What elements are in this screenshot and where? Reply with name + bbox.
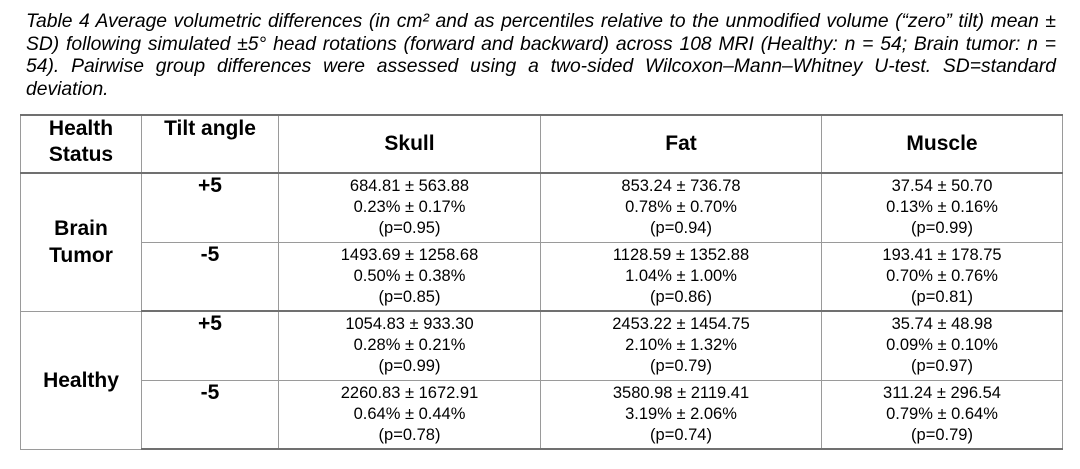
percent-sd: 1.04% ± 1.00%	[625, 266, 737, 285]
table-row: -5 2260.83 ± 1672.91 0.64% ± 0.44% (p=0.…	[21, 379, 1063, 450]
p-value: (p=0.86)	[650, 287, 712, 306]
table-row: Brain Tumor +5 684.81 ± 563.88 0.23% ± 0…	[20, 172, 1063, 312]
tilt-cell: -5	[141, 241, 279, 312]
fat-cell: 853.24 ± 736.78 0.78% ± 0.70% (p=0.94)	[540, 172, 822, 243]
header-status-line1: Health	[48, 117, 114, 140]
p-value: (p=0.79)	[650, 357, 712, 376]
mean-sd: 37.54 ± 50.70	[891, 177, 993, 196]
percent-sd: 0.23% ± 0.17%	[353, 198, 466, 217]
mean-sd: 1128.59 ± 1352.88	[612, 245, 750, 264]
header-row: Health Status Tilt angle Skull Fat Muscl…	[20, 114, 1063, 174]
header-skull: Skull	[278, 114, 541, 174]
percent-sd: 0.50% ± 0.38%	[353, 266, 466, 285]
header-tilt-angle: Tilt angle	[141, 114, 279, 174]
tilt-cell: +5	[141, 172, 279, 243]
percent-sd: 0.79% ± 0.64%	[886, 404, 998, 423]
muscle-cell: 311.24 ± 296.54 0.79% ± 0.64% (p=0.79)	[821, 379, 1063, 450]
percent-sd: 0.70% ± 0.76%	[886, 266, 998, 285]
skull-cell: 1493.69 ± 1258.68 0.50% ± 0.38% (p=0.85)	[278, 241, 541, 312]
muscle-cell: 193.41 ± 178.75 0.70% ± 0.76% (p=0.81)	[821, 241, 1063, 312]
tilt-cell: -5	[141, 379, 279, 450]
skull-cell: 684.81 ± 563.88 0.23% ± 0.17% (p=0.95)	[278, 172, 541, 243]
mean-sd: 193.41 ± 178.75	[882, 245, 1002, 264]
group-label-brain-tumor: Brain Tumor	[20, 172, 142, 312]
muscle-cell: 35.74 ± 48.98 0.09% ± 0.10% (p=0.97)	[821, 310, 1063, 381]
table-caption: Table 4 Average volumetric differences (…	[26, 11, 1056, 100]
header-muscle: Muscle	[821, 114, 1063, 174]
group-label-line1: Brain	[54, 217, 108, 241]
p-value: (p=0.85)	[378, 287, 441, 306]
fat-cell: 2453.22 ± 1454.75 2.10% ± 1.32% (p=0.79)	[540, 310, 822, 381]
percent-sd: 0.78% ± 0.70%	[625, 198, 737, 217]
fat-cell: 3580.98 ± 2119.41 3.19% ± 2.06% (p=0.74)	[540, 379, 822, 450]
p-value: (p=0.95)	[378, 219, 441, 238]
mean-sd: 3580.98 ± 2119.41	[612, 383, 750, 402]
percent-sd: 0.64% ± 0.44%	[353, 404, 466, 423]
mean-sd: 311.24 ± 296.54	[883, 383, 1001, 402]
p-value: (p=0.74)	[650, 425, 712, 444]
muscle-cell: 37.54 ± 50.70 0.13% ± 0.16% (p=0.99)	[821, 172, 1063, 243]
mean-sd: 2260.83 ± 1672.91	[340, 383, 479, 402]
p-value: (p=0.79)	[911, 425, 973, 444]
header-health-status: Health Status	[20, 114, 142, 174]
p-value: (p=0.97)	[911, 357, 973, 376]
group-label-line1: Healthy	[43, 368, 119, 392]
p-value: (p=0.94)	[650, 219, 712, 238]
mean-sd: 1054.83 ± 933.30	[345, 315, 474, 334]
mean-sd: 684.81 ± 563.88	[349, 177, 470, 196]
p-value: (p=0.81)	[911, 287, 973, 306]
table-row: Healthy +5 1054.83 ± 933.30 0.28% ± 0.21…	[20, 310, 1063, 450]
skull-cell: 2260.83 ± 1672.91 0.64% ± 0.44% (p=0.78)	[278, 379, 541, 450]
p-value: (p=0.99)	[378, 357, 441, 376]
header-fat: Fat	[540, 114, 822, 174]
results-table: Health Status Tilt angle Skull Fat Muscl…	[20, 114, 1063, 450]
header-status-line2: Status	[48, 143, 114, 166]
mean-sd: 853.24 ± 736.78	[621, 177, 741, 196]
p-value: (p=0.99)	[911, 219, 973, 238]
skull-cell: 1054.83 ± 933.30 0.28% ± 0.21% (p=0.99)	[278, 310, 541, 381]
mean-sd: 2453.22 ± 1454.75	[612, 315, 750, 334]
p-value: (p=0.78)	[378, 425, 441, 444]
mean-sd: 1493.69 ± 1258.68	[340, 245, 479, 264]
table-row: -5 1493.69 ± 1258.68 0.50% ± 0.38% (p=0.…	[21, 241, 1063, 312]
mean-sd: 35.74 ± 48.98	[891, 315, 993, 334]
tilt-cell: +5	[141, 310, 279, 381]
percent-sd: 3.19% ± 2.06%	[625, 404, 737, 423]
percent-sd: 2.10% ± 1.32%	[625, 336, 737, 355]
fat-cell: 1128.59 ± 1352.88 1.04% ± 1.00% (p=0.86)	[540, 241, 822, 312]
group-label-healthy: Healthy	[20, 310, 142, 450]
percent-sd: 0.28% ± 0.21%	[353, 336, 466, 355]
group-label-line2: Tumor	[49, 244, 113, 268]
percent-sd: 0.09% ± 0.10%	[886, 336, 998, 355]
percent-sd: 0.13% ± 0.16%	[886, 198, 998, 217]
